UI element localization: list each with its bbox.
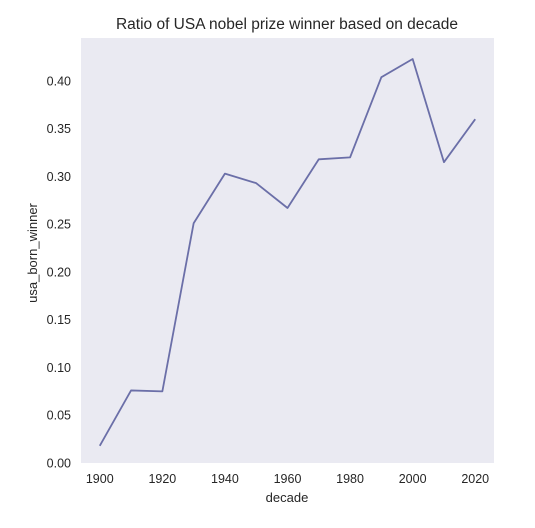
x-tick-label: 1980 — [336, 472, 364, 486]
x-tick-label: 1900 — [86, 472, 114, 486]
x-tick-label: 1940 — [211, 472, 239, 486]
y-tick-label: 0.15 — [47, 313, 71, 327]
plot-area — [81, 38, 494, 463]
chart-title: Ratio of USA nobel prize winner based on… — [116, 16, 458, 33]
x-tick-label: 1960 — [274, 472, 302, 486]
y-axis-label: usa_born_winner — [25, 202, 40, 302]
y-tick-label: 0.00 — [47, 457, 71, 471]
x-tick-label: 1920 — [148, 472, 176, 486]
y-tick-label: 0.35 — [47, 122, 71, 136]
y-tick-label: 0.30 — [47, 170, 71, 184]
series-line — [98, 58, 476, 447]
x-tick-label: 2020 — [461, 472, 489, 486]
x-tick-label: 2000 — [399, 472, 427, 486]
y-axis: 0.00 0.05 0.10 0.15 0.20 0.25 0.30 0.35 0.40 — [47, 74, 71, 470]
series-layer — [98, 58, 476, 447]
x-axis-label: decade — [266, 490, 309, 505]
y-tick-label: 0.20 — [47, 265, 71, 279]
y-tick-label: 0.25 — [47, 218, 71, 232]
y-tick-label: 0.10 — [47, 361, 71, 375]
y-tick-label: 0.40 — [47, 74, 71, 88]
x-axis: 1900 1920 1940 1960 1980 2000 2020 — [86, 472, 489, 486]
y-tick-label: 0.05 — [47, 409, 71, 423]
